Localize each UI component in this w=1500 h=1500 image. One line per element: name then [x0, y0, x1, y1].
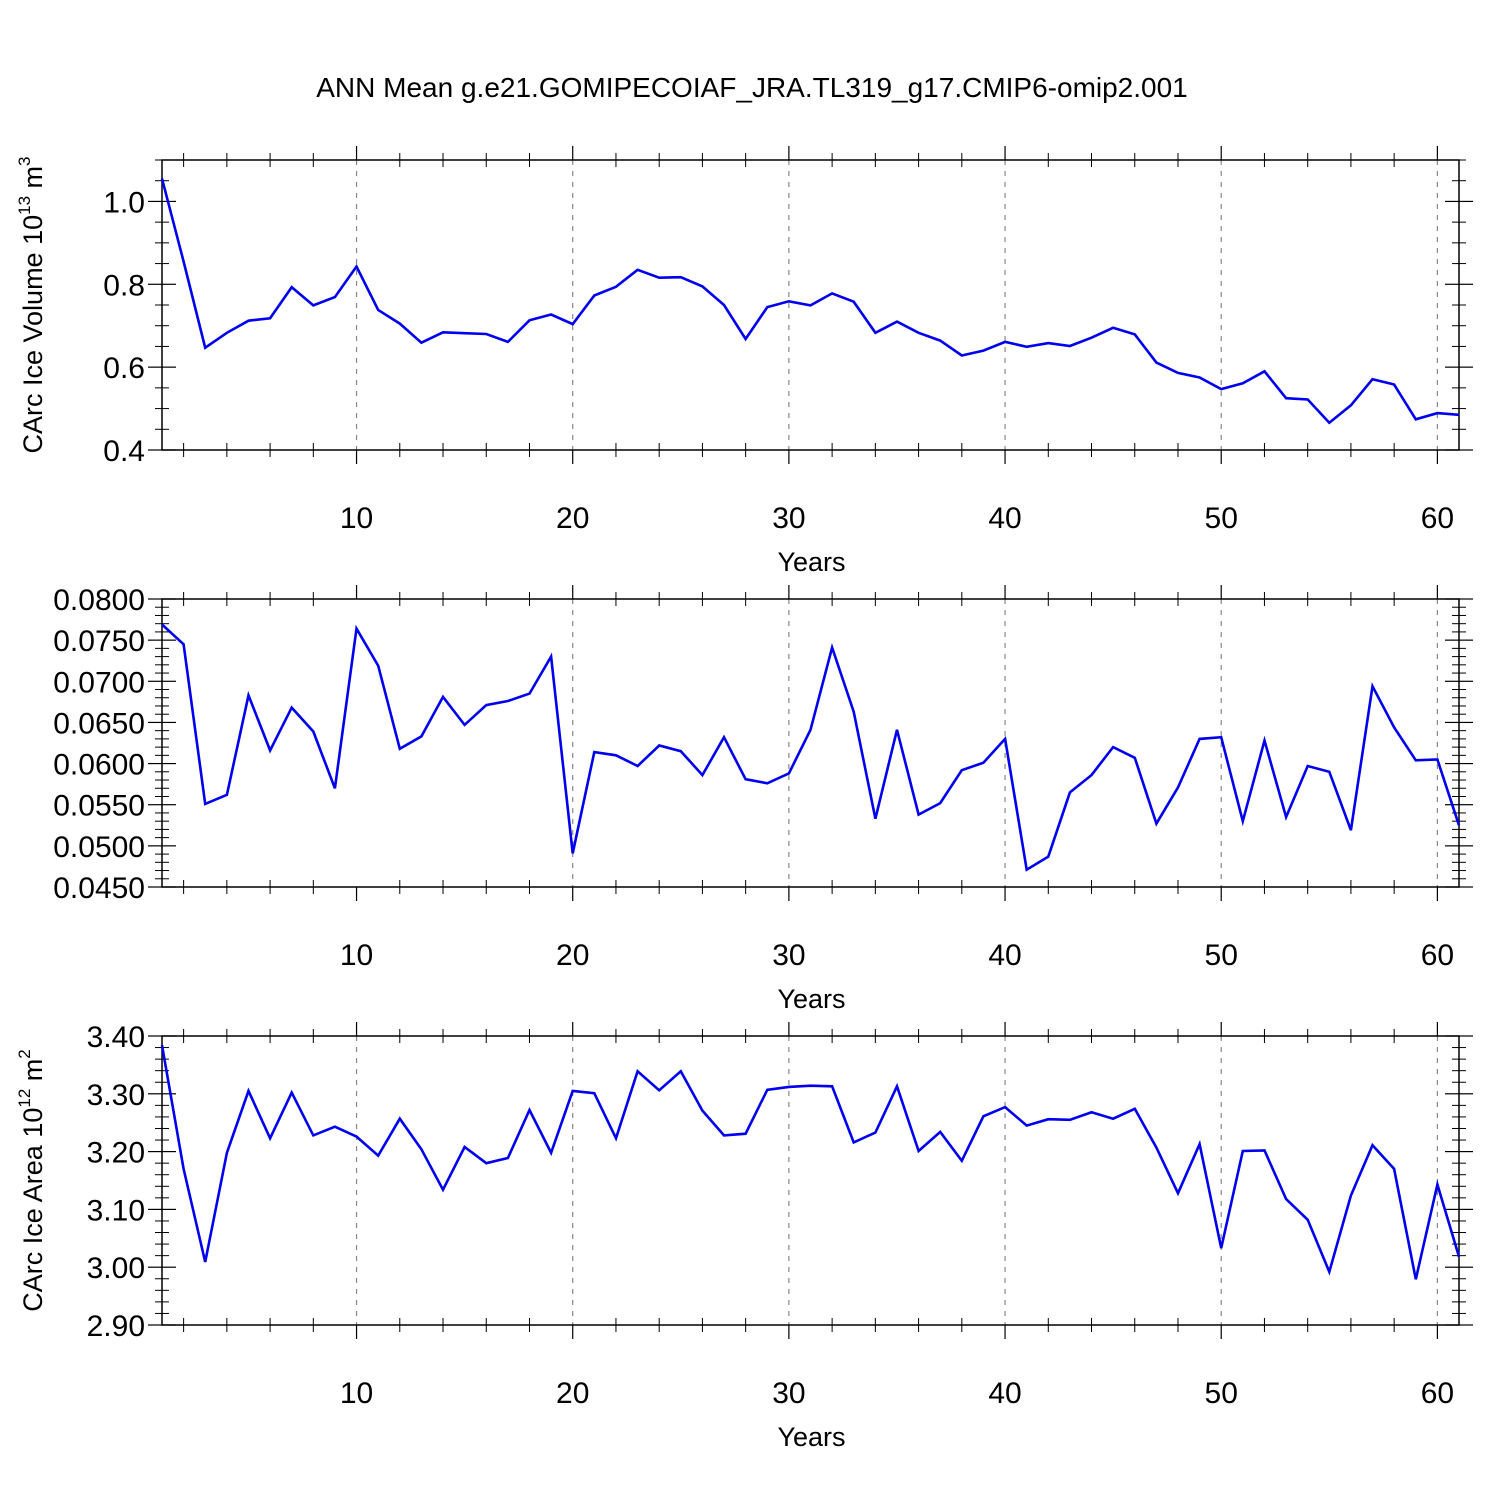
y-tick-label: 0.6: [103, 352, 145, 385]
y-axis-label: CArc Ice Volume 1013 m3: [15, 156, 48, 453]
y-tick-label: 0.0750: [53, 625, 145, 658]
x-tick-label: 20: [556, 1377, 589, 1410]
y-tick-label: 0.0650: [53, 707, 145, 740]
y-tick-label: 0.0550: [53, 790, 145, 823]
chart-panels: 10 20 30 40 50 60 Years 0.4 0.6 0.8 1.0 CArc Ice Vo…: [15, 146, 1473, 1452]
y-axis-label: CArc Ice Area 1012 m2: [15, 1049, 48, 1312]
y-tick-label: 3.30: [87, 1079, 145, 1112]
x-tick-label: 50: [1205, 502, 1238, 535]
x-tick-label: 10: [340, 1377, 373, 1410]
chart-title: ANN Mean g.e21.GOMIPECOIAF_JRA.TL319_g17…: [316, 72, 1188, 103]
series-line: [160, 178, 1460, 425]
y-tick-label: 3.40: [87, 1021, 145, 1054]
x-tick-label: 50: [1205, 1377, 1238, 1410]
y-tick-label: 0.0600: [53, 749, 145, 782]
x-axis-label: Years: [777, 547, 845, 577]
x-tick-label: 20: [556, 939, 589, 972]
y-tick-label: 0.4: [103, 435, 145, 468]
y-tick-label: 3.10: [87, 1194, 145, 1227]
plot-frame: [161, 598, 1460, 888]
x-tick-label: 60: [1421, 939, 1454, 972]
x-tick-label: 30: [772, 939, 805, 972]
y-tick-label: 2.90: [87, 1310, 145, 1343]
y-tick-label: 1.0: [103, 186, 145, 219]
series-line: [161, 623, 1461, 872]
panel-3: 10 20 30 40 50 60 Years 2.90 3.00 3.10 3.20 3.30 3.4…: [15, 1021, 1473, 1452]
y-tick-label: 3.20: [87, 1137, 145, 1170]
x-tick-label: 40: [988, 502, 1021, 535]
x-tick-label: 40: [988, 939, 1021, 972]
x-tick-label: 50: [1205, 939, 1238, 972]
y-tick-label: 0.0450: [53, 872, 145, 905]
panel-1: 10 20 30 40 50 60 Years 0.4 0.6 0.8 1.0 CArc Ice Vo…: [15, 146, 1473, 577]
x-tick-label: 30: [772, 502, 805, 535]
plot-frame: [161, 1035, 1460, 1326]
plot-frame: [161, 159, 1460, 451]
x-tick-label: 40: [988, 1377, 1021, 1410]
y-tick-label: 0.0800: [53, 584, 145, 617]
x-axis-label: Years: [777, 984, 845, 1014]
x-tick-label: 60: [1421, 1377, 1454, 1410]
y-tick-label: 0.8: [103, 269, 145, 302]
x-tick-label: 10: [340, 939, 373, 972]
x-tick-label: 30: [772, 1377, 805, 1410]
y-tick-label: 0.0700: [53, 666, 145, 699]
panel-2: 10 20 30 40 50 60 Years 0.0450 0.0500 0.0550 0.060…: [53, 584, 1473, 1014]
x-axis-label: Years: [777, 1422, 845, 1452]
x-tick-label: 60: [1421, 502, 1454, 535]
x-tick-label: 20: [556, 502, 589, 535]
y-tick-label: 3.00: [87, 1252, 145, 1285]
series-line: [160, 1044, 1461, 1280]
y-tick-label: 0.0500: [53, 831, 145, 864]
x-tick-label: 10: [340, 502, 373, 535]
